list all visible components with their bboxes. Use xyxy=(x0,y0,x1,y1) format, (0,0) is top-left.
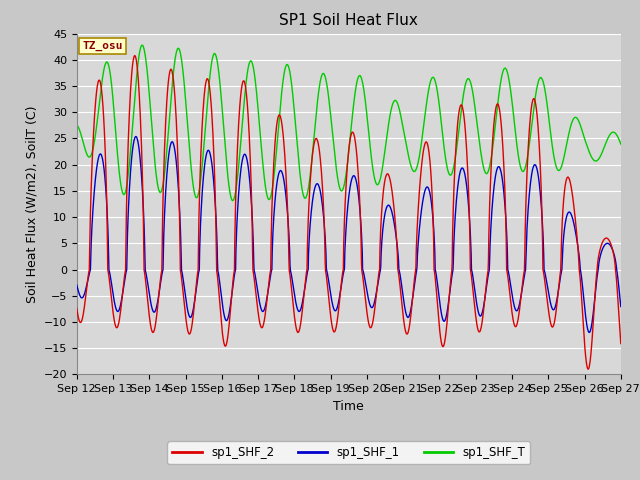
Text: TZ_osu: TZ_osu xyxy=(82,41,123,51)
Legend: sp1_SHF_2, sp1_SHF_1, sp1_SHF_T: sp1_SHF_2, sp1_SHF_1, sp1_SHF_T xyxy=(168,442,530,464)
Title: SP1 Soil Heat Flux: SP1 Soil Heat Flux xyxy=(280,13,418,28)
X-axis label: Time: Time xyxy=(333,400,364,413)
Y-axis label: Soil Heat Flux (W/m2), SoilT (C): Soil Heat Flux (W/m2), SoilT (C) xyxy=(25,105,38,303)
